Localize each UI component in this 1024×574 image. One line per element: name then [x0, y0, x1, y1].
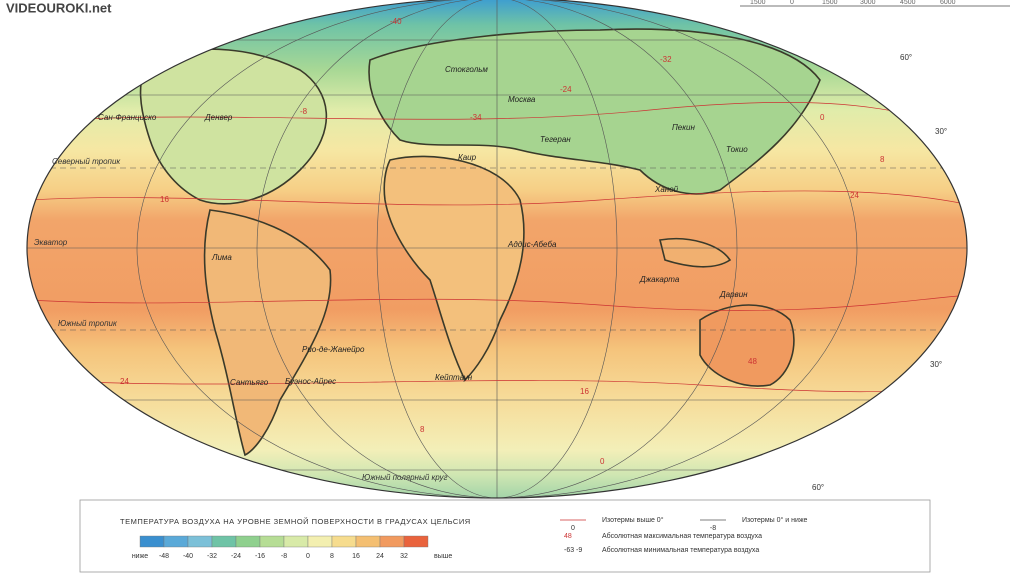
places: Москва Сан-Франциско Денвер Стокгольм Пе… [98, 65, 748, 387]
legend-sample: 48 [564, 533, 572, 540]
map-border [26, 0, 968, 499]
legend-scale-label: -32 [207, 553, 217, 560]
parallel-label: 30° [930, 360, 942, 369]
place: Джакарта [639, 275, 680, 284]
legend-swatch [235, 535, 261, 548]
legend-scale-label: -24 [231, 553, 241, 560]
isotherm-label: 48 [748, 357, 757, 366]
isotherm-label: 24 [120, 377, 129, 386]
legend-title: ТЕМПЕРАТУРА ВОЗДУХА НА УРОВНЕ ЗЕМНОЙ ПОВ… [120, 517, 471, 526]
watermark: VIDEOUROKI.net [6, 0, 112, 15]
legend-item: Абсолютная минимальная температура возду… [602, 546, 759, 554]
parallel-labels: 60° 30° 30° 60° [812, 53, 947, 492]
isotherm-label: -8 [300, 107, 308, 116]
legend: ТЕМПЕРАТУРА ВОЗДУХА НА УРОВНЕ ЗЕМНОЙ ПОВ… [79, 499, 931, 573]
legend-scale-label: выше [434, 553, 452, 560]
legend-scale-label: 32 [400, 553, 408, 560]
legend-sample: -63 -9 [564, 547, 582, 554]
legend-scale-label: 16 [352, 553, 360, 560]
place: Аддис-Абеба [507, 240, 557, 249]
line-label: Южный тропик [58, 319, 118, 328]
place: Лима [211, 253, 232, 262]
legend-swatch [259, 535, 285, 548]
place: Буэнос-Айрес [285, 377, 336, 386]
place: Каир [458, 153, 477, 162]
place: Пекин [672, 123, 695, 132]
scale-label: 4500 [900, 0, 916, 6]
scale-label: 1500 [822, 0, 838, 6]
isotherm-label: 0 [820, 113, 825, 122]
legend-scale-label: ниже [132, 553, 148, 560]
legend-sample: -8 [710, 525, 716, 532]
place: Сан-Франциско [98, 113, 157, 122]
legend-item: Изотермы выше 0° [602, 516, 664, 524]
legend-swatch [403, 535, 429, 548]
parallel-label: 60° [900, 53, 912, 62]
isotherm-label: 8 [420, 425, 425, 434]
legend-swatch [331, 535, 357, 548]
legend-swatch [307, 535, 333, 548]
line-label: Экватор [34, 238, 68, 247]
legend-swatch [283, 535, 309, 548]
line-labels: Северный тропик Экватор Южный тропик Южн… [34, 157, 447, 482]
legend-swatch [187, 535, 213, 548]
place: Стокгольм [445, 65, 488, 74]
coastlines [139, 28, 821, 457]
scale-label: 1500 [750, 0, 766, 6]
parallel-label: 30° [935, 127, 947, 136]
legend-swatch [211, 535, 237, 548]
scale-bar: 1500 0 1500 3000 4500 6000 [740, 0, 1010, 7]
isotherm-label: -24 [560, 85, 572, 94]
legend-swatch [355, 535, 381, 548]
scale-label: 0 [790, 0, 794, 6]
scale-label: 3000 [860, 0, 876, 6]
place: Тегеран [540, 135, 571, 144]
isotherm-label: 16 [580, 387, 589, 396]
legend-item: Изотермы 0° и ниже [742, 516, 808, 524]
isotherm-label: -32 [660, 55, 672, 64]
place: Ханой [654, 185, 679, 194]
isotherm-label: 8 [880, 155, 885, 164]
legend-scale-label: 0 [306, 553, 310, 560]
place: Денвер [204, 113, 233, 122]
legend-scale-label: -8 [281, 553, 287, 560]
isotherm-label: 16 [160, 195, 169, 204]
place: Сантьяго [230, 378, 269, 387]
isotherm-label: 0 [600, 457, 605, 466]
map [27, 0, 967, 498]
legend-item: Абсолютная максимальная температура возд… [602, 532, 762, 540]
line-label: Южный полярный круг [362, 473, 447, 482]
legend-sample: 0 [571, 525, 575, 532]
legend-scale-label: -48 [159, 553, 169, 560]
isotherm-label: -40 [390, 17, 402, 26]
legend-swatch [139, 535, 165, 548]
isotherm-label: -34 [470, 113, 482, 122]
parallel-label: 60° [812, 483, 824, 492]
legend-scale-label: 24 [376, 553, 384, 560]
place: Кейптаун [435, 373, 473, 382]
line-label: Северный тропик [52, 157, 121, 166]
scale-label: 6000 [940, 0, 956, 6]
legend-scale-label: 8 [330, 553, 334, 560]
place: Токио [726, 145, 748, 154]
place: Москва [508, 95, 536, 104]
legend-scale-label: -16 [255, 553, 265, 560]
legend-swatch [163, 535, 189, 548]
legend-swatch [379, 535, 405, 548]
legend-scale-label: -40 [183, 553, 193, 560]
isotherm-labels: -40 -32 -24 -8 0 8 16 24 24 16 8 0 48 -3… [120, 17, 885, 466]
place: Дарвин [719, 290, 748, 299]
place: Рио-де-Жанейро [302, 345, 365, 354]
isotherm-label: 24 [850, 191, 859, 200]
